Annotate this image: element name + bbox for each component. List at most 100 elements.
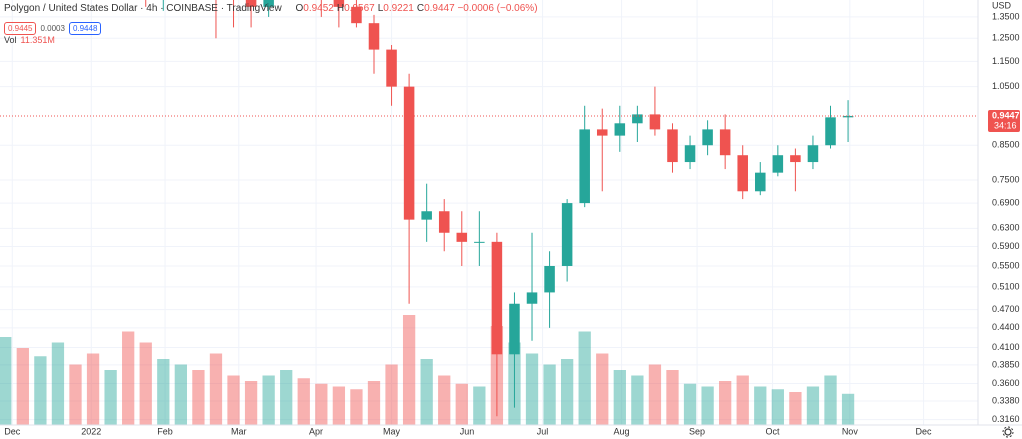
volume-bar: [438, 375, 451, 425]
volume-bar: [806, 386, 820, 425]
grid: [0, 0, 978, 425]
volume-bar: [69, 364, 82, 425]
volume-bar: [841, 393, 855, 425]
candle-body: [561, 203, 573, 266]
x-tick-label: Jun: [460, 426, 475, 436]
candle-body: [772, 155, 784, 173]
candle-body: [333, 0, 345, 7]
x-tick-label: Sep: [689, 426, 705, 436]
volume-bar: [34, 356, 47, 425]
y-tick-label: 1.3500: [992, 11, 1020, 21]
volume-bar: [174, 364, 187, 425]
volume-bar: [596, 353, 609, 425]
y-tick-label: 0.5900: [992, 241, 1020, 251]
candle-body: [684, 145, 696, 163]
volume-bar: [192, 370, 205, 425]
y-tick-label: 1.0500: [992, 81, 1020, 91]
volume-bar: [402, 315, 416, 425]
candle-body: [403, 86, 415, 220]
candle-body: [386, 49, 397, 87]
volume-bar: [227, 375, 240, 425]
y-tick-label: 0.8500: [992, 140, 1020, 150]
volume-bar: [139, 342, 152, 425]
volume-bar: [613, 370, 626, 425]
volume-label: Vol: [4, 35, 17, 45]
y-tick-label: 0.4400: [992, 322, 1020, 332]
candle-body: [438, 211, 450, 233]
ohlc-value: 0.9452: [303, 3, 334, 14]
candle-body: [807, 145, 819, 163]
y-tick-label: 1.2500: [992, 33, 1020, 43]
candle-body: [755, 172, 766, 192]
candle-body: [632, 114, 643, 124]
candle-body: [474, 241, 485, 243]
y-tick-label: 0.3380: [992, 395, 1020, 405]
candle-body: [491, 241, 503, 355]
candle-body: [649, 114, 661, 130]
ohlc-key: H: [336, 3, 345, 14]
y-tick-label: 0.3160: [992, 414, 1020, 424]
y-tick-label: 0.6900: [992, 197, 1020, 207]
countdown: 34:16: [994, 120, 1017, 130]
volume-bar: [16, 348, 29, 425]
last-price-label: 0.9447: [992, 110, 1020, 120]
x-tick-label: Dec: [4, 426, 21, 436]
volume-bar: [104, 370, 117, 425]
volume-bar: [122, 331, 135, 425]
candle-body: [245, 0, 257, 7]
volume-bar: [824, 375, 837, 425]
ask[interactable]: 0.9448: [68, 22, 102, 35]
ohlc-value: 0.9447: [424, 3, 455, 14]
volume-bar: [350, 389, 363, 425]
volume-value: 11.351M: [20, 35, 55, 45]
candle-body: [825, 117, 836, 146]
volume-bar: [666, 370, 679, 425]
y-tick-label: 0.5500: [992, 260, 1020, 270]
volume-bar: [648, 364, 662, 425]
currency: USD: [992, 0, 1012, 10]
candle-body: [702, 129, 713, 146]
candle-body: [351, 6, 362, 24]
volume-bar: [771, 389, 784, 425]
volume-bar: [86, 353, 100, 425]
candle-body: [421, 211, 432, 220]
candle-body: [456, 232, 468, 242]
volume-bar: [683, 383, 697, 425]
spread: 0.0003: [40, 24, 65, 33]
y-tick-label: 0.3600: [992, 378, 1020, 388]
volume-bar: [455, 383, 468, 425]
symbol-title: Polygon / United States Dollar · 4h · CO…: [4, 3, 282, 14]
ohlc-key: C: [416, 3, 425, 14]
y-tick-label: 0.3850: [992, 359, 1020, 369]
ohlc-key: L: [377, 3, 384, 14]
y-tick-label: 0.5100: [992, 281, 1020, 291]
volume-bar: [157, 359, 170, 425]
y-tick-label: 0.4700: [992, 304, 1020, 314]
volume-bar: [332, 386, 346, 425]
volume-legend: Vol 11.351M: [4, 35, 55, 45]
x-tick-label: Mar: [231, 426, 247, 436]
volume-bar: [560, 359, 574, 425]
candle-body: [526, 292, 538, 304]
volume-bar: [719, 381, 732, 425]
candle-body: [509, 303, 520, 355]
x-tick-label: May: [383, 426, 401, 436]
volume-bar: [701, 386, 714, 425]
x-tick-label: Aug: [614, 426, 630, 436]
candle-body: [614, 123, 626, 136]
x-tick-label: Jul: [537, 426, 549, 436]
bid[interactable]: 0.9445: [4, 22, 37, 35]
candle-body: [579, 129, 590, 204]
candle-body: [368, 23, 380, 50]
y-tick-label: 0.6300: [992, 223, 1020, 233]
x-tick-label: Oct: [766, 426, 781, 436]
x-tick-label: 2022: [81, 426, 101, 436]
candle-body: [842, 115, 854, 118]
settings-icon[interactable]: [1002, 426, 1014, 438]
volume-bar: [578, 331, 591, 425]
candle-body: [719, 129, 731, 156]
volume-bar: [280, 370, 293, 425]
candle-body: [667, 129, 678, 163]
